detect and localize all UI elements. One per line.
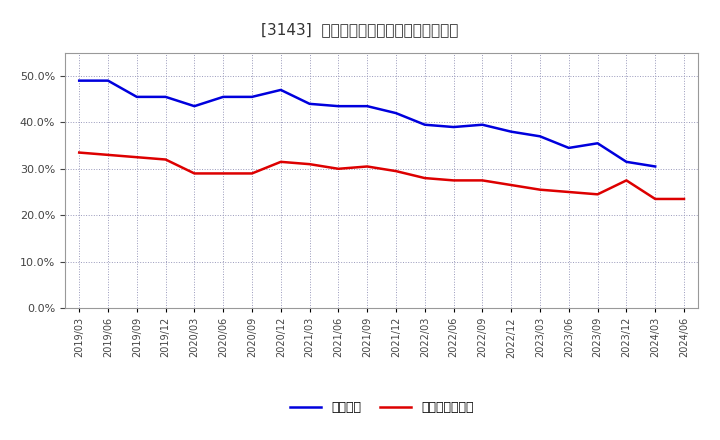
固定比率 bbox=[75, 78, 84, 83]
固定比率 bbox=[161, 94, 170, 99]
Legend: 固定比率, 固定長期適合率: 固定比率, 固定長期適合率 bbox=[284, 396, 479, 419]
固定長期適合率 bbox=[507, 183, 516, 188]
固定長期適合率 bbox=[363, 164, 372, 169]
固定比率 bbox=[363, 103, 372, 109]
固定比率 bbox=[190, 103, 199, 109]
固定比率 bbox=[651, 164, 660, 169]
Line: 固定比率: 固定比率 bbox=[79, 81, 655, 166]
固定比率 bbox=[334, 103, 343, 109]
固定比率 bbox=[536, 134, 544, 139]
固定比率 bbox=[248, 94, 256, 99]
固定比率 bbox=[104, 78, 112, 83]
固定比率 bbox=[507, 129, 516, 134]
固定長期適合率 bbox=[449, 178, 458, 183]
固定長期適合率 bbox=[420, 176, 429, 181]
固定長期適合率 bbox=[161, 157, 170, 162]
固定長期適合率 bbox=[536, 187, 544, 192]
固定長期適合率 bbox=[219, 171, 228, 176]
固定長期適合率 bbox=[75, 150, 84, 155]
固定比率 bbox=[219, 94, 228, 99]
固定比率 bbox=[132, 94, 141, 99]
固定比率 bbox=[305, 101, 314, 106]
Text: [3143]  固定比率、固定長期適合率の推移: [3143] 固定比率、固定長期適合率の推移 bbox=[261, 22, 459, 37]
固定比率 bbox=[276, 87, 285, 92]
固定長期適合率 bbox=[248, 171, 256, 176]
固定長期適合率 bbox=[680, 196, 688, 202]
固定比率 bbox=[392, 110, 400, 116]
固定長期適合率 bbox=[651, 196, 660, 202]
固定比率 bbox=[622, 159, 631, 165]
固定長期適合率 bbox=[305, 161, 314, 167]
固定比率 bbox=[564, 145, 573, 150]
固定長期適合率 bbox=[392, 169, 400, 174]
固定長期適合率 bbox=[478, 178, 487, 183]
固定長期適合率 bbox=[104, 152, 112, 158]
固定比率 bbox=[593, 141, 602, 146]
固定長期適合率 bbox=[622, 178, 631, 183]
固定比率 bbox=[478, 122, 487, 127]
固定比率 bbox=[449, 125, 458, 130]
Line: 固定長期適合率: 固定長期適合率 bbox=[79, 153, 684, 199]
固定長期適合率 bbox=[190, 171, 199, 176]
固定長期適合率 bbox=[564, 189, 573, 194]
固定長期適合率 bbox=[593, 192, 602, 197]
固定長期適合率 bbox=[132, 154, 141, 160]
固定比率 bbox=[420, 122, 429, 127]
固定長期適合率 bbox=[334, 166, 343, 172]
固定長期適合率 bbox=[276, 159, 285, 165]
